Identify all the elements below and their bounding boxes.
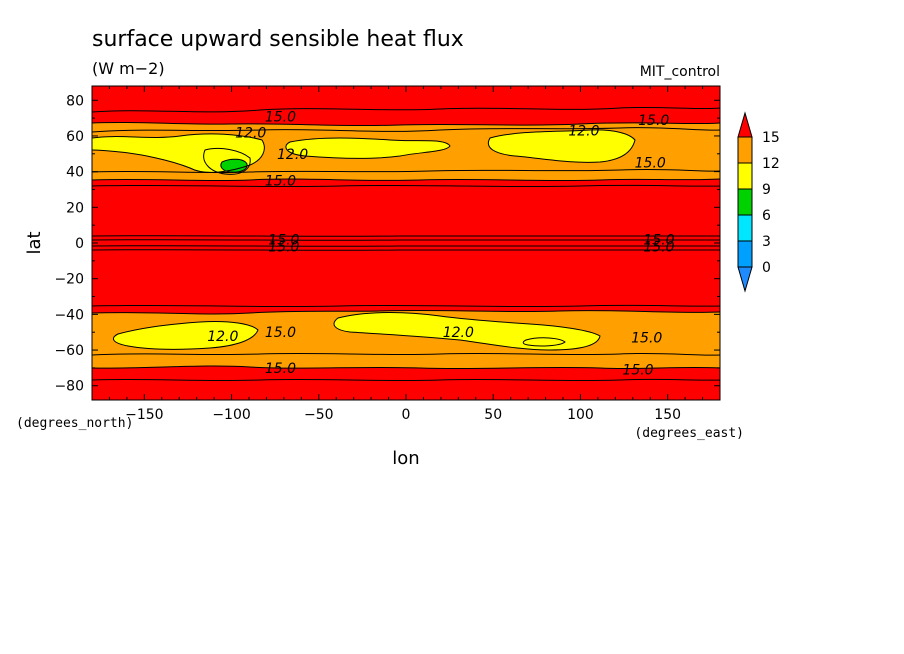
y-axis-label: lat [24,231,45,254]
colorbar-segment [737,214,753,242]
colorbar-label: 15 [762,130,780,146]
contour-line [488,129,636,163]
south-yellow-east-region [334,312,600,350]
contour-label: 15.0 [643,240,674,256]
colorbar-arrow-bottom [737,266,753,293]
contour-label: 12.0 [207,329,238,345]
x-tick-label: −100 [212,407,250,423]
contour-line [92,304,720,308]
chart-units: (W m−2) [92,59,165,78]
colorbar-arrow-top [737,111,753,138]
contour-line [333,312,601,351]
south-yellow-west-region [113,321,258,350]
x-tick-label: −50 [304,407,334,423]
contour-label: 15.0 [265,109,296,125]
contour-line [92,121,720,127]
contour-label: 15.0 [268,240,299,256]
contour-line [522,337,566,347]
colorbar: 15 12 9 6 3 0 [737,111,780,293]
contour-line [92,309,720,315]
contour-line [92,352,720,356]
colorbar-segment [737,136,753,164]
colorbar-label: 6 [762,208,771,224]
colorbar-label: 3 [762,234,771,250]
x-tick-label: 150 [654,407,681,423]
north-yellow-mid-region [285,138,450,159]
colorbar-label: 9 [762,182,771,198]
contour-line [92,168,720,174]
contour-label: 15.0 [622,363,653,379]
y-tick-label: 80 [66,93,84,109]
contour-label: 12.0 [568,124,599,140]
y-tick-label: −80 [54,379,84,395]
contour-line [92,245,720,247]
contour-line [203,147,251,175]
x-tick-label: 50 [484,407,502,423]
contour-label: 15.0 [631,331,662,347]
colorbar-segment [737,162,753,190]
y-tick-label: 0 [75,236,84,252]
y-tick-label: 20 [66,200,84,216]
contour-field [92,86,720,400]
north-green-region [220,159,248,173]
y-tick-label: 60 [66,129,84,145]
x-axis-label: lon [392,448,419,469]
contour-line [92,249,720,251]
y-unit-note: (degrees_north) [16,416,133,431]
north-yellow-east-region [488,129,635,163]
dataset-label: MIT_control [640,64,720,80]
y-tick-label: 40 [66,165,84,181]
colorbar-label: 0 [762,260,771,276]
colorbar-segment [737,240,753,268]
contour-line [92,178,720,182]
contour-line [112,321,259,350]
contour-label: 15.0 [635,156,666,172]
contour-label: 15.0 [268,232,299,248]
contour-label: 15.0 [265,325,296,341]
contour-line [92,106,720,113]
contour-label-group: 15.012.012.015.012.015.015.015.015.0 15.0… [207,109,674,378]
contour-line [285,137,451,159]
contour-line [92,378,720,382]
x-tick-label: −150 [125,407,163,423]
contour-line [92,235,720,237]
x-unit-note: (degrees_east) [634,426,744,441]
x-tick-label: 0 [402,407,411,423]
contour-label: 15.0 [643,232,674,248]
chart-title: surface upward sensible heat flux [92,27,464,52]
colorbar-label: 12 [762,156,780,172]
contour-label: 15.0 [265,174,296,190]
colorbar-segment [737,188,753,216]
contour-line [92,184,720,188]
y-axis-ticks: −80 −60 −40 −20 0 20 40 60 80 [54,93,720,395]
contour-label: 12.0 [277,147,308,163]
contour-label: 12.0 [235,125,266,141]
y-tick-label: −40 [54,307,84,323]
contour-lines [92,106,720,382]
contour-line [92,133,265,173]
x-axis-ticks: −150 −100 −50 0 50 100 150 [108,86,704,423]
contour-line [92,239,720,241]
x-tick-label: 100 [567,407,594,423]
contour-line [220,158,248,173]
y-tick-label: −60 [54,343,84,359]
y-tick-label: −20 [54,272,84,288]
contour-label: 15.0 [265,361,296,377]
contour-line [92,127,720,133]
contour-label: 12.0 [443,325,474,341]
contour-line [92,365,720,370]
contour-label: 15.0 [638,113,669,129]
